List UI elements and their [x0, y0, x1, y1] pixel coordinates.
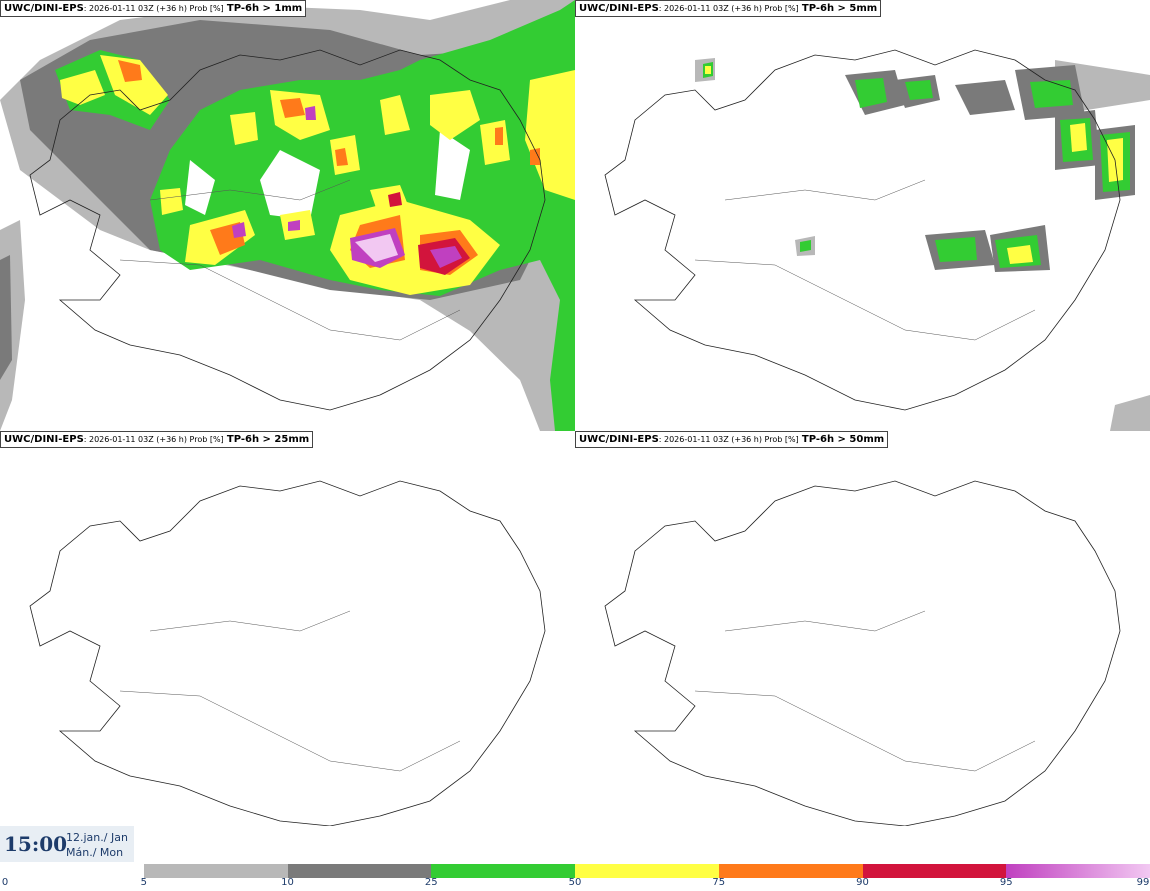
- model-name: UWC/DINI-EPS: [4, 434, 84, 445]
- colorbar-tick-label: 10: [281, 877, 294, 888]
- valid-date-line: 12.jan./ Jan: [66, 831, 128, 844]
- colorbar-segment: [287, 864, 432, 878]
- valid-time-date: 12.jan./ Jan Mán./ Mon: [66, 830, 128, 860]
- colorbar-segment: [1006, 864, 1150, 878]
- run-info: : 2026-01-11 03Z (+36 h) Prob [%]: [658, 435, 799, 444]
- precip-map-25mm: [29, 480, 546, 826]
- precip-map-5mm: [604, 49, 1150, 431]
- colorbar-tick-label: 5: [140, 877, 147, 888]
- colorbar-tick-label: 95: [999, 877, 1013, 888]
- panel-title: UWC/DINI-EPS: 2026-01-11 03Z (+36 h) Pro…: [575, 431, 889, 448]
- colorbar-segment: [143, 864, 288, 878]
- colorbar-tick-label: 99: [1136, 877, 1150, 888]
- panel-title: UWC/DINI-EPS: 2026-01-11 03Z (+36 h) Pro…: [575, 0, 882, 17]
- colorbar-tick-label: 25: [424, 877, 438, 888]
- threshold-label: TP-6h > 5mm: [801, 3, 878, 14]
- model-name: UWC/DINI-EPS: [4, 3, 84, 14]
- colorbar-segment: [718, 864, 863, 878]
- map-panel-25mm: UWC/DINI-EPS: 2026-01-11 03Z (+36 h) Pro…: [0, 431, 575, 862]
- colorbar-segment: [431, 864, 575, 878]
- probability-colorbar: 0 5 10 25 50 75 90 95 99: [0, 862, 1150, 891]
- panel-title: UWC/DINI-EPS: 2026-01-11 03Z (+36 h) Pro…: [0, 431, 314, 448]
- precip-map-1mm: [0, 0, 575, 431]
- model-name: UWC/DINI-EPS: [579, 434, 659, 445]
- model-name: UWC/DINI-EPS: [579, 3, 659, 14]
- run-info: : 2026-01-11 03Z (+36 h) Prob [%]: [83, 435, 224, 444]
- colorbar-tick-label: 0: [1, 877, 9, 888]
- colorbar-tick-label: 50: [568, 877, 582, 888]
- colorbar-segment: [0, 864, 144, 878]
- map-panel-50mm: UWC/DINI-EPS: 2026-01-11 03Z (+36 h) Pro…: [575, 431, 1150, 862]
- colorbar-segment: [862, 864, 1007, 878]
- threshold-label: TP-6h > 25mm: [226, 434, 310, 445]
- colorbar-segment: [575, 864, 719, 878]
- valid-weekday-line: Mán./ Mon: [66, 846, 124, 859]
- map-panel-1mm: UWC/DINI-EPS: 2026-01-11 03Z (+36 h) Pro…: [0, 0, 575, 431]
- colorbar-tick-label: 90: [856, 877, 869, 888]
- map-panel-5mm: UWC/DINI-EPS: 2026-01-11 03Z (+36 h) Pro…: [575, 0, 1150, 431]
- run-info: : 2026-01-11 03Z (+36 h) Prob [%]: [658, 4, 799, 13]
- run-info: : 2026-01-11 03Z (+36 h) Prob [%]: [83, 4, 224, 13]
- threshold-label: TP-6h > 50mm: [801, 434, 885, 445]
- valid-time-hour: 15:00: [4, 832, 68, 856]
- precip-map-50mm: [604, 480, 1121, 826]
- colorbar-tick-label: 75: [712, 877, 726, 888]
- valid-time-box: 15:00 12.jan./ Jan Mán./ Mon: [0, 826, 134, 862]
- panel-title: UWC/DINI-EPS: 2026-01-11 03Z (+36 h) Pro…: [0, 0, 307, 17]
- threshold-label: TP-6h > 1mm: [226, 3, 303, 14]
